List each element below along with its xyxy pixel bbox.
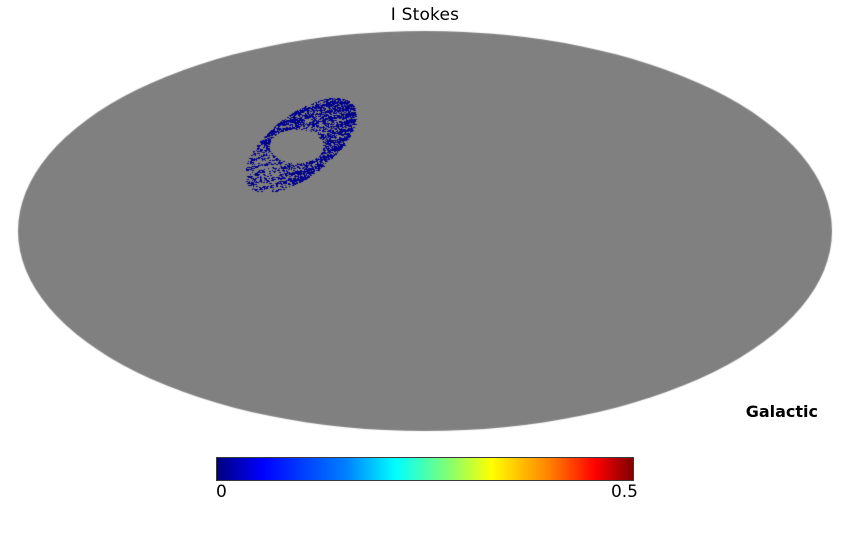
colorbar-max-label: 0.5 bbox=[610, 482, 638, 502]
projection-label: Galactic bbox=[745, 402, 818, 421]
colorbar-min-label: 0 bbox=[216, 482, 227, 502]
colorbar bbox=[216, 457, 634, 481]
colorbar-gradient bbox=[216, 457, 634, 481]
